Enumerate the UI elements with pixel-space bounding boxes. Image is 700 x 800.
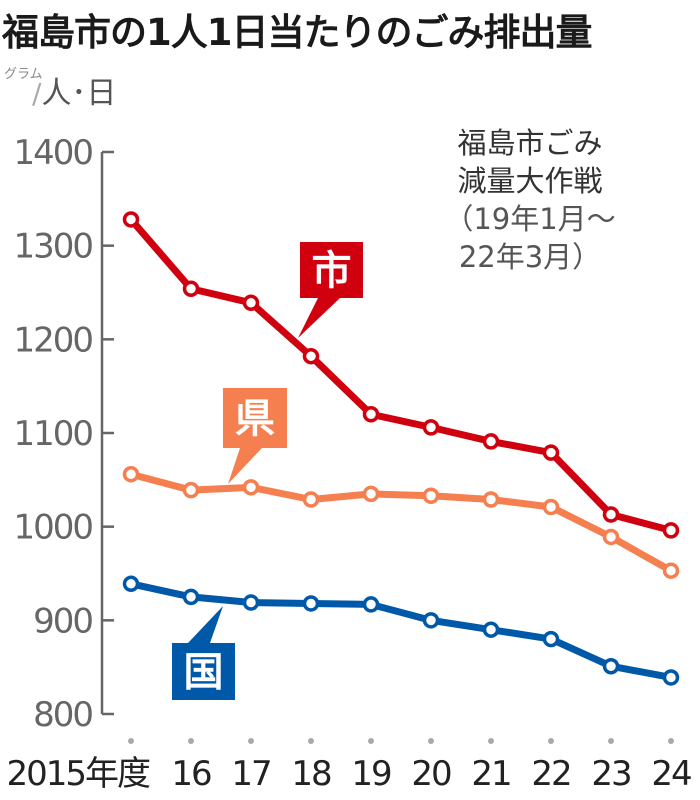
data-point: [482, 491, 500, 508]
x-tick-label: 19: [351, 754, 391, 794]
x-tick-label: 23: [591, 754, 630, 794]
label-text: 市: [312, 248, 352, 294]
y-tick-label: 900: [33, 601, 92, 641]
x-tick-dot: [308, 738, 314, 744]
data-point: [662, 522, 680, 539]
x-tick-dot: [668, 738, 674, 744]
data-point: [422, 419, 440, 436]
label-box: [223, 388, 287, 448]
data-point: [302, 347, 320, 365]
y-axis: 800 900 1000 1100 1200 1300 1400: [13, 133, 114, 735]
x-tick-dot: [488, 738, 494, 744]
data-point: [482, 621, 500, 638]
series-line: [127, 215, 675, 534]
series-line: [127, 470, 675, 575]
annotation-line-3: （19年1月～: [444, 202, 616, 236]
x-tick-label: 17: [231, 754, 270, 794]
label-tag-city: 市: [298, 242, 363, 338]
x-tick-label: 18: [291, 754, 331, 794]
data-point: [662, 669, 680, 686]
x-tick-label: 24: [651, 754, 691, 794]
x-tick-dot: [188, 738, 194, 744]
x-tick-dot: [548, 738, 554, 744]
data-point: [362, 406, 380, 423]
data-point: [302, 595, 320, 612]
annotation-line-1: 福島市ごみ: [457, 126, 603, 160]
x-tick-label: 22: [531, 754, 570, 794]
data-point: [242, 479, 260, 496]
data-point: [242, 594, 260, 611]
x-tick-label: 2015年度: [6, 754, 150, 794]
label-text: 県: [235, 396, 275, 442]
label-box: [172, 643, 235, 700]
campaign-annotation: 福島市ごみ 減量大作戦 （19年1月～ 22年3月）: [420, 124, 640, 276]
data-point: [242, 294, 260, 312]
unit-slash: /: [32, 77, 42, 110]
data-point: [542, 498, 560, 516]
y-tick-label: 1400: [13, 133, 92, 173]
x-tick-dot: [248, 738, 254, 744]
data-point: [302, 491, 320, 508]
annotation-line-2: 減量大作戦: [457, 164, 603, 198]
x-tick-dot: [428, 738, 434, 744]
label-box: [300, 242, 363, 298]
data-point: [182, 588, 200, 606]
unit-per-person-day: 人･日: [41, 76, 117, 111]
x-tick-dot: [368, 738, 374, 744]
label-pointer: [298, 298, 340, 338]
data-point: [482, 433, 500, 450]
series-prefecture: [122, 465, 680, 579]
label-tag-nation: 国: [172, 606, 235, 700]
label-text: 国: [184, 650, 224, 696]
y-tick-label: 1200: [13, 320, 92, 360]
data-point: [122, 211, 140, 228]
chart-title: 福島市の1人1日当たりのごみ排出量: [2, 11, 592, 54]
data-point: [662, 562, 680, 579]
series-lines: [122, 211, 680, 686]
x-tick-label: 21: [471, 754, 510, 794]
data-point: [422, 487, 440, 505]
data-point: [602, 657, 620, 675]
label-pointer: [188, 606, 223, 643]
y-tick-label: 1300: [13, 227, 92, 267]
y-tick-label: 800: [33, 695, 92, 735]
data-point: [122, 465, 140, 483]
y-axis-unit: グラム/人･日: [4, 68, 116, 112]
data-point: [122, 575, 140, 593]
data-point: [602, 528, 620, 546]
annotation-line-4: 22年3月）: [458, 240, 602, 274]
y-tick-label: 1000: [13, 508, 92, 548]
x-tick-label: 16: [171, 754, 211, 794]
x-tick-dot: [128, 738, 134, 744]
x-tick-dot: [608, 738, 614, 744]
label-pointer: [228, 448, 262, 484]
series-city: [122, 211, 680, 539]
data-point: [362, 596, 380, 613]
series-nation: [122, 575, 680, 686]
data-point: [182, 280, 200, 298]
x-tick-label: 20: [411, 754, 451, 794]
data-point: [542, 444, 560, 461]
x-axis: 2015年度 16 17 18 19 20 21 22 23 24: [6, 738, 693, 794]
data-point: [542, 630, 560, 648]
series-line: [127, 580, 675, 681]
label-tag-prefecture: 県: [223, 388, 287, 484]
data-point: [602, 506, 620, 523]
data-point: [422, 612, 440, 629]
series-labels: 市県国: [172, 242, 363, 700]
y-tick-label: 1100: [13, 414, 92, 454]
data-point: [362, 485, 380, 503]
data-point: [182, 481, 200, 499]
